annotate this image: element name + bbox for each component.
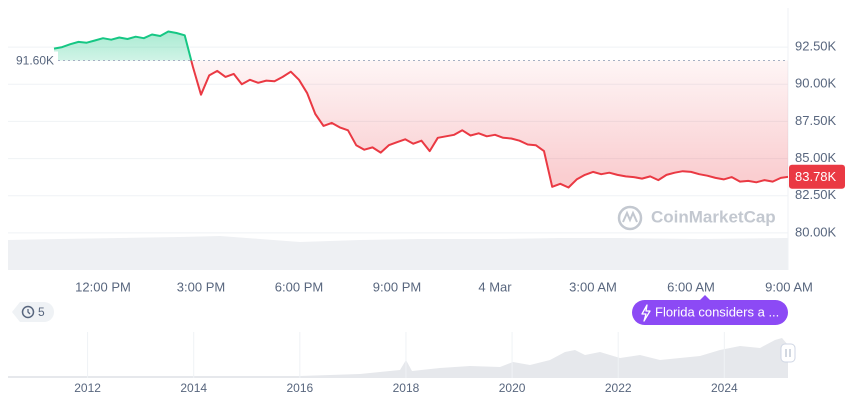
x-tick-label: 12:00 PM (75, 279, 131, 294)
y-tick-label: 87.50K (795, 113, 837, 128)
last-price-badge (789, 164, 845, 189)
event-text: Florida considers a ... (655, 304, 779, 319)
baseline-label: 91.60K (16, 54, 54, 68)
navigator-year: 2014 (180, 381, 207, 395)
x-tick-label: 3:00 PM (177, 279, 225, 294)
navigator-year: 2012 (74, 381, 101, 395)
history-count: 5 (38, 305, 45, 319)
y-tick-label: 90.00K (795, 76, 837, 91)
last-price-label: 83.78K (795, 169, 837, 184)
x-tick-label: 3:00 AM (569, 279, 617, 294)
navigator-handle[interactable] (780, 343, 796, 363)
navigator-year: 2022 (605, 381, 632, 395)
navigator-year: 2020 (499, 381, 526, 395)
history-badge[interactable]: 5 (12, 302, 54, 322)
volume-area (8, 236, 788, 270)
y-tick-label: 82.50K (795, 187, 837, 202)
watermark-text: CoinMarketCap (651, 207, 776, 226)
area-fill (54, 31, 788, 188)
event-tag[interactable]: Florida considers a ... (632, 295, 788, 325)
baseline-label-bg (0, 51, 58, 70)
navigator-year: 2016 (286, 381, 313, 395)
navigator-year: 2018 (393, 381, 420, 395)
y-tick-label: 85.00K (795, 150, 837, 165)
x-tick-label: 6:00 AM (667, 279, 715, 294)
watermark: CoinMarketCap (617, 205, 776, 231)
navigator-year: 2024 (711, 381, 738, 395)
x-tick-label: 9:00 PM (373, 279, 421, 294)
navigator-area (8, 338, 788, 378)
x-tick-label: 9:00 AM (765, 279, 813, 294)
price-line (53, 30, 788, 189)
x-tick-label: 6:00 PM (275, 279, 323, 294)
y-tick-label: 92.50K (795, 39, 837, 54)
y-tick-label: 80.00K (795, 224, 837, 239)
x-tick-label: 4 Mar (478, 279, 512, 294)
